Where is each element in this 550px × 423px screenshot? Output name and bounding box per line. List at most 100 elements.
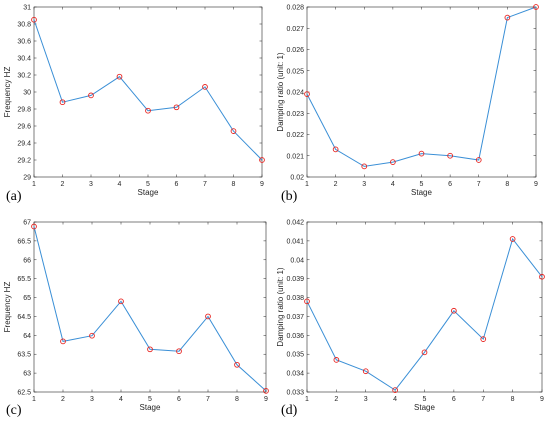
- x-tick-label: 7: [481, 396, 485, 403]
- chart-panel-2: 1 2 3 4 5 6 7 8 9 0.02 0.021 0.022 0.023 0.024 0.025 0.…: [276, 4, 539, 204]
- x-tick-label: 8: [505, 181, 509, 188]
- y-tick-label: 0.024: [286, 90, 304, 97]
- x-tick-label: 6: [177, 396, 181, 403]
- x-tick-label: 7: [203, 181, 207, 188]
- x-tick-label: 4: [118, 181, 122, 188]
- y-tick-label: 30: [23, 90, 31, 97]
- x-tick-label: 6: [175, 181, 179, 188]
- data-point-marker: [60, 338, 66, 345]
- y-tick-label: 0.026: [286, 47, 304, 54]
- data-point-marker: [145, 107, 151, 114]
- data-point-marker: [504, 14, 511, 21]
- series-line: [33, 19, 263, 161]
- x-tick-label: 9: [264, 396, 268, 403]
- data-point-marker: [480, 336, 487, 342]
- data-point-marker: [333, 357, 340, 363]
- x-tick-label: 6: [448, 181, 452, 188]
- plot-area: [306, 6, 537, 178]
- plot-area: [33, 6, 263, 178]
- x-tick-label: 1: [305, 396, 309, 403]
- x-tick-label: 2: [61, 396, 65, 403]
- data-point-marker: [234, 361, 240, 368]
- y-tick-label: 62.5: [17, 390, 31, 397]
- x-tick-label: 5: [420, 181, 424, 188]
- x-axis-title: Stage: [414, 403, 435, 412]
- y-tick-label: 29.4: [17, 141, 31, 148]
- x-tick-label: 5: [423, 396, 427, 403]
- y-tick-label: 0.038: [286, 295, 304, 302]
- x-tick-label: 2: [334, 396, 338, 403]
- x-axis-title: Stage: [138, 188, 159, 197]
- x-tick-label: 6: [452, 396, 456, 403]
- data-point-marker: [533, 4, 539, 10]
- x-tick-label: 7: [477, 181, 481, 188]
- panel-label: (b): [281, 189, 298, 204]
- data-point-marker: [304, 298, 310, 305]
- y-tick-label: 0.034: [286, 371, 304, 378]
- data-point-marker: [509, 236, 516, 242]
- series-line: [33, 226, 267, 392]
- x-tick-label: 9: [260, 181, 264, 188]
- y-tick-label: 30.4: [17, 56, 31, 63]
- x-tick-label: 2: [334, 181, 338, 188]
- x-tick-label: 2: [61, 181, 65, 188]
- x-tick-label: 3: [89, 181, 93, 188]
- data-point-marker: [304, 91, 310, 97]
- y-tick-label: 66.5: [17, 238, 31, 245]
- data-point-marker: [390, 159, 396, 165]
- chart-panel-3: 1 2 3 4 5 6 7 8 962.56363.56464.56565.56666.567S…: [3, 220, 269, 418]
- data-point-marker: [361, 163, 368, 170]
- plot-area: [306, 221, 543, 393]
- y-tick-label: 0.042: [286, 220, 304, 227]
- data-point-marker: [147, 346, 153, 353]
- y-tick-label: 63.5: [17, 352, 31, 359]
- x-tick-label: 7: [206, 396, 210, 403]
- plot-area: [33, 221, 267, 393]
- data-point-marker: [259, 157, 265, 163]
- y-tick-label: 0.039: [286, 276, 304, 283]
- x-tick-label: 9: [534, 181, 538, 188]
- chart-panel-4: 1 2 3 4 5 6 7 8 9 0.033 0.034 0.035 0.036 0.037 0.038 0…: [276, 220, 545, 418]
- panel-label: (c): [6, 403, 22, 418]
- y-tick-label: 31: [23, 5, 31, 12]
- y-tick-label: 0.037: [286, 314, 304, 321]
- y-tick-label: 30.6: [17, 39, 31, 46]
- x-tick-label: 8: [232, 181, 236, 188]
- x-tick-label: 3: [364, 396, 368, 403]
- data-point-marker: [202, 84, 208, 90]
- y-tick-label: 63: [23, 371, 31, 378]
- chart-panel-1: 1 2 3 4 5 6 7 8 9 29 29.2 29.4 29.6 29.8 30 30.2 30.4 30.…: [3, 5, 265, 204]
- x-tick-label: 3: [362, 181, 366, 188]
- data-point-marker: [362, 368, 369, 375]
- series-line: [306, 237, 543, 391]
- x-tick-label: 9: [540, 396, 544, 403]
- y-axis-title: Damping ratio (unit: 1): [276, 267, 285, 346]
- data-point-marker: [475, 157, 482, 163]
- x-tick-label: 1: [32, 181, 36, 188]
- y-tick-label: 66: [23, 257, 31, 264]
- x-axis-title: Stage: [140, 403, 161, 412]
- y-tick-label: 0.035: [286, 352, 304, 359]
- data-point-marker: [539, 273, 545, 280]
- y-axis-title: Frequency HZ: [3, 282, 12, 333]
- x-tick-label: 5: [148, 396, 152, 403]
- y-axis-title: Frequency HZ: [3, 67, 12, 118]
- series-line: [306, 6, 537, 167]
- y-tick-label: 30.8: [17, 22, 31, 29]
- y-tick-label: 0.021: [286, 153, 304, 160]
- data-point-marker: [118, 298, 124, 305]
- panel-label: (a): [6, 189, 22, 204]
- y-tick-label: 29.8: [17, 107, 31, 114]
- y-tick-label: 0.028: [286, 5, 304, 12]
- data-point-marker: [392, 387, 398, 393]
- y-tick-label: 0.041: [286, 238, 304, 245]
- data-point-marker: [451, 307, 457, 314]
- x-tick-label: 3: [90, 396, 94, 403]
- x-tick-label: 4: [391, 181, 395, 188]
- y-tick-label: 0.025: [286, 68, 304, 75]
- data-point-marker: [205, 313, 211, 320]
- x-tick-label: 4: [393, 396, 397, 403]
- data-point-marker: [59, 99, 66, 106]
- x-tick-label: 8: [511, 396, 515, 403]
